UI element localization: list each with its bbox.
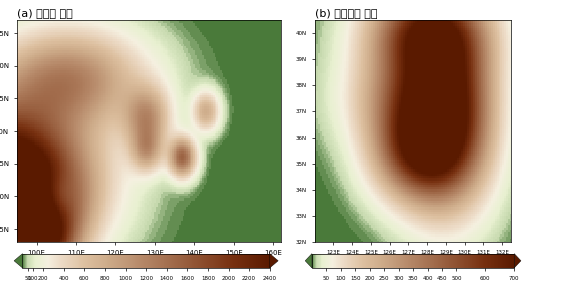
- Text: (a) 모격자 영역: (a) 모격자 영역: [17, 8, 72, 18]
- Text: (b) 둥지격자 영역: (b) 둥지격자 영역: [315, 8, 377, 18]
